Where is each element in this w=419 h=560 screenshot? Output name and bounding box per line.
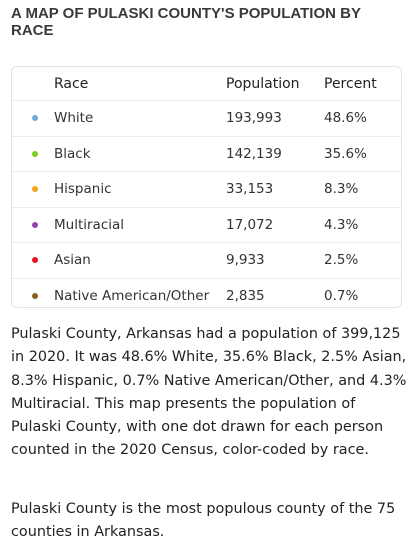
county-rank-paragraph: Pulaski County is the most populous coun…: [11, 501, 396, 541]
header-race: Race: [54, 75, 89, 92]
table-row-multiracial: Multiracial 17,072 4.3%: [12, 208, 401, 243]
table-row-hispanic: Hispanic 33,153 8.3%: [12, 172, 401, 208]
population-value: 2,835: [226, 287, 265, 304]
population-value: 193,993: [226, 110, 282, 127]
hispanic-dot-icon: [32, 186, 38, 193]
percent-value: 2.5%: [324, 252, 359, 269]
percent-value: 8.3%: [324, 181, 359, 198]
table-header-row: Race Population Percent: [12, 67, 401, 101]
percent-value: 48.6%: [324, 110, 367, 127]
population-value: 33,153: [226, 181, 274, 198]
population-value: 9,933: [226, 252, 265, 269]
asian-dot-icon: [32, 257, 38, 264]
race-label: Hispanic: [54, 181, 112, 198]
race-label: Black: [54, 145, 91, 162]
native-american-other-dot-icon: [32, 292, 38, 299]
percent-value: 0.7%: [324, 287, 359, 304]
population-table: Race Population Percent White 193,993 48…: [11, 66, 402, 308]
race-label: Native American/Other: [54, 287, 210, 304]
white-dot-icon: [32, 115, 38, 122]
population-value: 142,139: [226, 145, 282, 162]
header-population: Population: [226, 75, 300, 92]
header-percent: Percent: [324, 75, 377, 92]
table-row-white: White 193,993 48.6%: [12, 101, 401, 137]
black-dot-icon: [32, 150, 38, 157]
percent-value: 35.6%: [324, 145, 367, 162]
race-label: Asian: [54, 252, 91, 269]
race-label: White: [54, 110, 94, 127]
page-title: A MAP OF PULASKI COUNTY'S POPULATION BY …: [11, 5, 361, 39]
description-paragraph: Pulaski County, Arkansas had a populatio…: [11, 326, 407, 459]
multiracial-dot-icon: [32, 221, 38, 228]
table-row-black: Black 142,139 35.6%: [12, 137, 401, 172]
race-label: Multiracial: [54, 216, 125, 233]
table-row-asian: Asian 9,933 2.5%: [12, 243, 401, 279]
table-row-native-american-other: Native American/Other 2,835 0.7%: [12, 279, 401, 308]
percent-value: 4.3%: [324, 216, 359, 233]
population-value: 17,072: [226, 216, 274, 233]
